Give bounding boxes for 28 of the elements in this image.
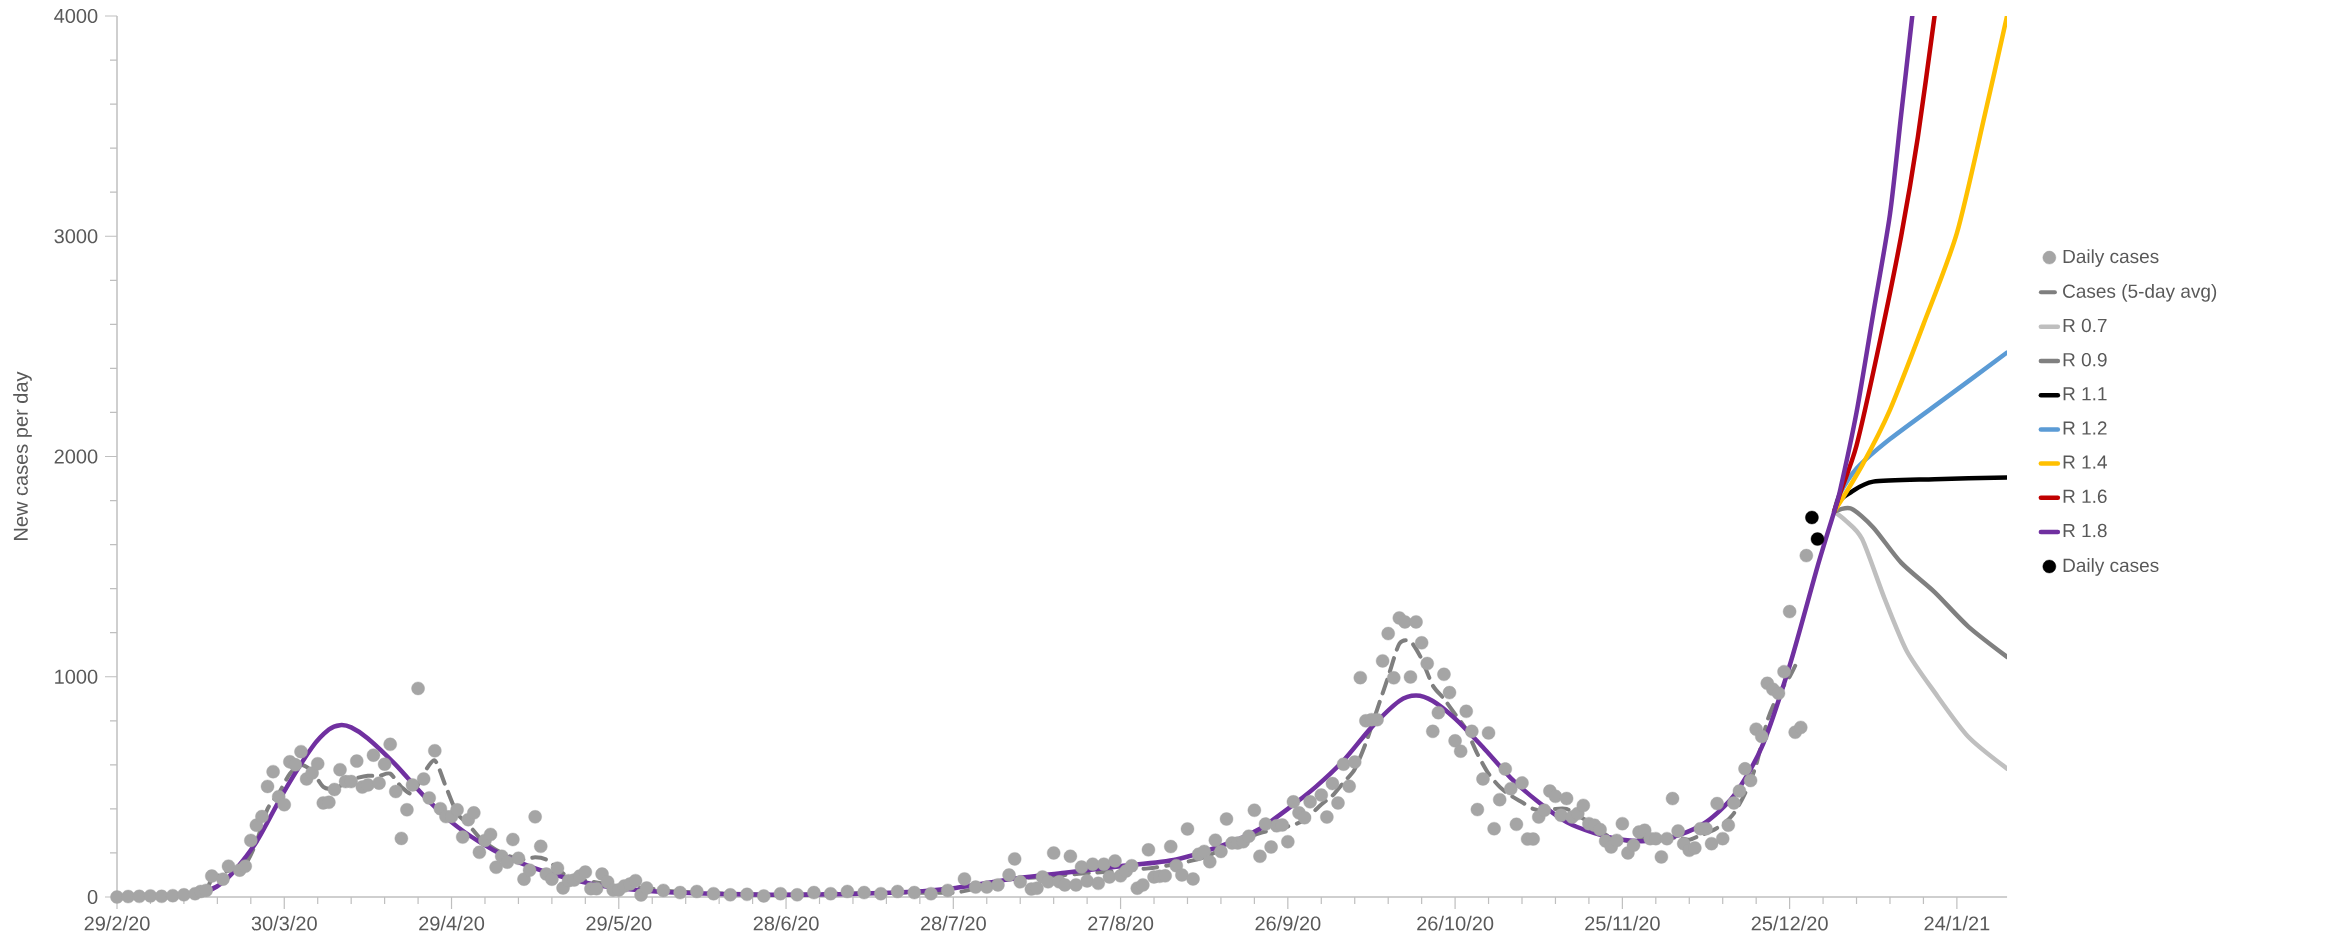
y-tick-label: 3000 bbox=[54, 229, 98, 244]
x-tick-label: 25/11/20 bbox=[1585, 915, 1660, 931]
x-tick-label: 29/5/20 bbox=[586, 915, 652, 931]
legend-label: Daily cases bbox=[2063, 558, 2159, 576]
legend-label: R 1.8 bbox=[2063, 523, 2107, 538]
legend-label: R 1.1 bbox=[2063, 387, 2107, 401]
y-axis-title: New cases per day bbox=[13, 371, 32, 540]
y-tick-label: 1000 bbox=[55, 669, 98, 684]
x-tick-label: 24/1/21 bbox=[1924, 915, 1990, 931]
legend-label: Daily cases bbox=[2063, 249, 2159, 267]
x-tick-label: 28/6/20 bbox=[753, 915, 819, 931]
legend-label: R 0.9 bbox=[2063, 352, 2107, 367]
x-tick-label: 27/8/20 bbox=[1088, 915, 1154, 931]
x-tick-label: 26/10/20 bbox=[1417, 915, 1494, 931]
x-tick-label: 25/12/20 bbox=[1751, 915, 1828, 931]
x-tick-label: 29/2/20 bbox=[84, 915, 150, 931]
x-tick-label: 26/9/20 bbox=[1255, 915, 1321, 931]
x-tick-label: 30/3/20 bbox=[251, 915, 317, 931]
y-tick-label: 0 bbox=[87, 889, 98, 905]
legend-label: R 1.6 bbox=[2063, 489, 2107, 504]
legend-label: R 1.4 bbox=[2063, 455, 2107, 469]
y-tick-label: 4000 bbox=[54, 8, 98, 24]
x-tick-label: 29/4/20 bbox=[419, 915, 485, 931]
y-tick-label: 2000 bbox=[54, 449, 98, 464]
legend-label: R 1.2 bbox=[2063, 421, 2107, 435]
legend-label: Cases (5-day avg) bbox=[2063, 283, 2217, 302]
legend-label: R 0.7 bbox=[2063, 318, 2107, 333]
x-tick-label: 28/7/20 bbox=[920, 915, 986, 931]
